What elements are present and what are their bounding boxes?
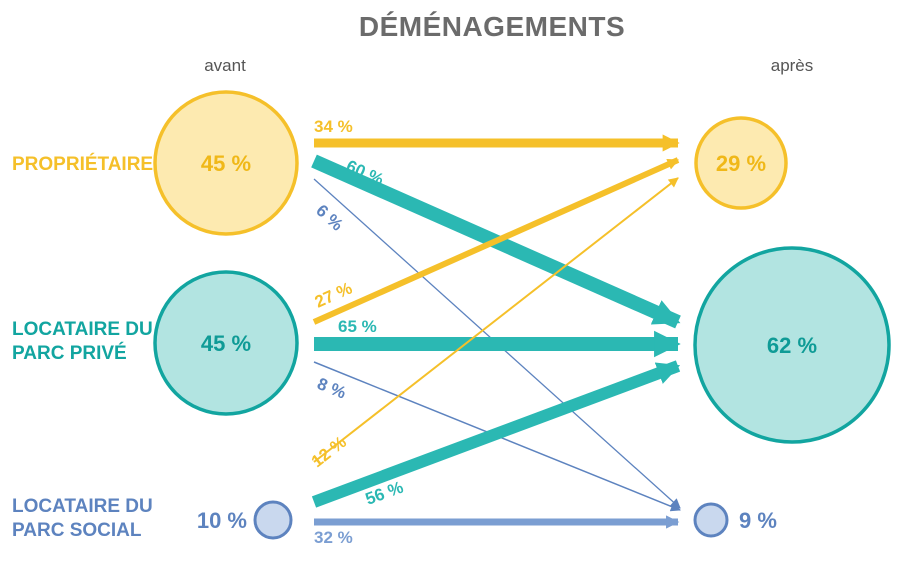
value-before-proprietaire: 45 % xyxy=(201,151,251,176)
column-label-before: avant xyxy=(204,56,246,75)
circle-before-proprietaire xyxy=(153,90,299,236)
category-circles: 45 % 29 % 45 % 62 % 10 % 9 % xyxy=(153,90,891,540)
flow-arrow-social-to-prive xyxy=(311,360,681,508)
row-label-prive-line-1: LOCATAIRE DU xyxy=(12,319,153,340)
circle-after-proprietaire xyxy=(694,116,788,210)
flow-label-prive-to-prive: 65 % xyxy=(338,317,377,336)
column-label-after: après xyxy=(771,56,814,75)
row-label-prive-line-2: PARC PRIVÉ xyxy=(12,342,127,364)
flow-label-proprietaire-to-proprietaire: 34 % xyxy=(314,117,353,136)
value-after-prive: 62 % xyxy=(767,333,817,358)
diagram-title: DÉMÉNAGEMENTS xyxy=(359,11,625,42)
value-before-prive: 45 % xyxy=(201,331,251,356)
circle-before-social xyxy=(253,500,293,540)
flow-arrows: 34 %60 %6 %27 %65 %8 %12 %56 %32 % xyxy=(308,117,681,547)
flow-label-proprietaire-to-social: 6 % xyxy=(312,201,346,235)
value-after-social: 9 % xyxy=(739,508,777,533)
flow-label-prive-to-social: 8 % xyxy=(315,374,349,403)
circle-after-social xyxy=(693,502,729,538)
flow-arrow-prive-to-proprietaire xyxy=(312,157,680,325)
row-label-proprietaire-line-1: PROPRIÉTAIRE xyxy=(12,153,153,175)
circle-after-prive xyxy=(693,246,891,444)
flow-arrow-social-to-proprietaire xyxy=(313,177,679,463)
row-label-social-line-1: LOCATAIRE DU xyxy=(12,496,153,517)
circle-before-prive xyxy=(153,270,299,416)
row-label-social-line-2: PARC SOCIAL xyxy=(12,520,142,541)
value-before-social: 10 % xyxy=(197,508,247,533)
value-after-proprietaire: 29 % xyxy=(716,151,766,176)
flow-label-social-to-social: 32 % xyxy=(314,528,353,547)
